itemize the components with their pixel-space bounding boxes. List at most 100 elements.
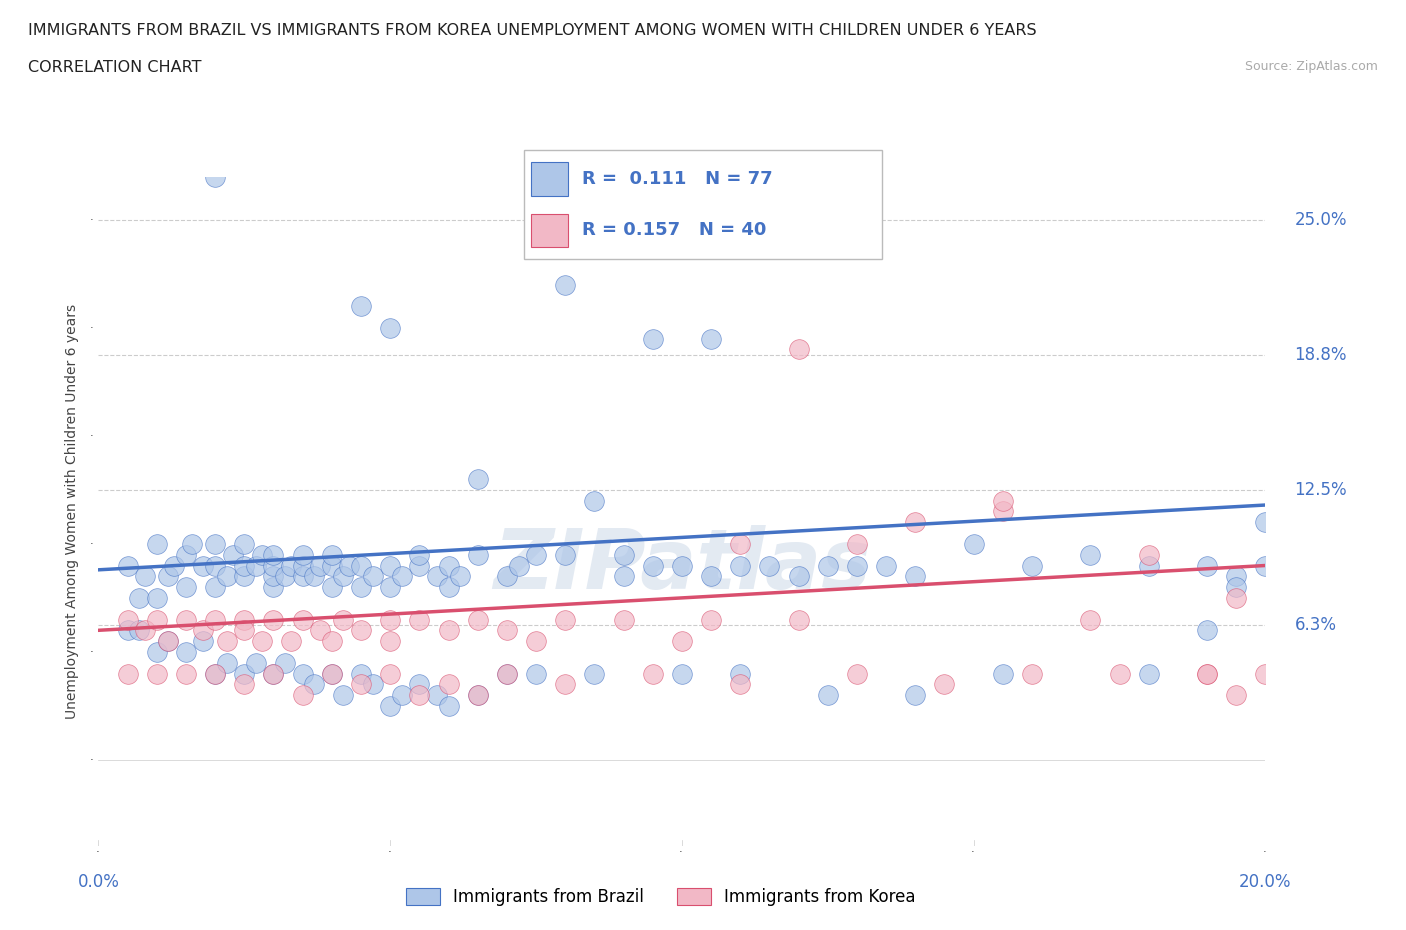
Point: [728, 537, 751, 551]
Point: [437, 698, 460, 713]
Point: [291, 569, 314, 584]
Point: [467, 547, 489, 562]
Point: [554, 277, 576, 292]
Point: [1254, 515, 1277, 530]
Point: [193, 633, 215, 648]
Point: [467, 687, 489, 702]
FancyBboxPatch shape: [531, 162, 568, 195]
Point: [350, 677, 373, 692]
Point: [350, 666, 373, 681]
Point: [467, 687, 489, 702]
Point: [262, 569, 284, 584]
Point: [1137, 558, 1160, 573]
Y-axis label: Unemployment Among Women with Children Under 6 years: Unemployment Among Women with Children U…: [65, 304, 79, 719]
Point: [291, 547, 314, 562]
Point: [174, 612, 197, 627]
Point: [262, 558, 284, 573]
Point: [174, 579, 197, 594]
Point: [350, 558, 373, 573]
Text: 12.5%: 12.5%: [1295, 481, 1347, 498]
Point: [641, 666, 664, 681]
Point: [1195, 623, 1218, 638]
Point: [215, 656, 238, 671]
Point: [128, 591, 150, 605]
Point: [262, 579, 284, 594]
Point: [495, 666, 517, 681]
Point: [221, 547, 243, 562]
Point: [117, 623, 139, 638]
Point: [1225, 687, 1247, 702]
Point: [245, 656, 267, 671]
Text: CORRELATION CHART: CORRELATION CHART: [28, 60, 201, 75]
Point: [641, 558, 664, 573]
Point: [524, 666, 547, 681]
Point: [280, 558, 302, 573]
Point: [245, 558, 267, 573]
Point: [845, 558, 868, 573]
Point: [495, 666, 517, 681]
Point: [700, 612, 723, 627]
Point: [350, 623, 373, 638]
Point: [163, 558, 186, 573]
Point: [728, 677, 751, 692]
Point: [233, 558, 256, 573]
Point: [146, 537, 169, 551]
Point: [378, 698, 402, 713]
Point: [378, 633, 402, 648]
Point: [962, 537, 984, 551]
Point: [437, 623, 460, 638]
Point: [204, 666, 226, 681]
Point: [787, 569, 810, 584]
Point: [262, 666, 284, 681]
Point: [524, 547, 547, 562]
Point: [612, 547, 634, 562]
Point: [233, 677, 256, 692]
Point: [174, 666, 197, 681]
Point: [321, 666, 343, 681]
Point: [612, 569, 634, 584]
FancyBboxPatch shape: [524, 150, 882, 259]
Point: [449, 569, 471, 584]
Point: [467, 612, 489, 627]
Point: [1225, 591, 1247, 605]
Point: [321, 633, 343, 648]
Point: [233, 612, 256, 627]
Text: 25.0%: 25.0%: [1295, 211, 1347, 229]
Point: [1195, 666, 1218, 681]
Point: [1254, 558, 1277, 573]
Legend: Immigrants from Brazil, Immigrants from Korea: Immigrants from Brazil, Immigrants from …: [399, 881, 922, 912]
Point: [378, 558, 402, 573]
Text: 18.8%: 18.8%: [1295, 346, 1347, 364]
Point: [193, 623, 215, 638]
Text: IMMIGRANTS FROM BRAZIL VS IMMIGRANTS FROM KOREA UNEMPLOYMENT AMONG WOMEN WITH CH: IMMIGRANTS FROM BRAZIL VS IMMIGRANTS FRO…: [28, 23, 1036, 38]
Point: [1225, 579, 1247, 594]
Point: [612, 612, 634, 627]
Point: [378, 666, 402, 681]
Point: [280, 633, 302, 648]
Point: [758, 558, 780, 573]
Point: [583, 493, 606, 508]
Point: [378, 579, 402, 594]
Point: [332, 612, 354, 627]
Point: [117, 666, 139, 681]
Point: [437, 677, 460, 692]
Point: [671, 666, 693, 681]
Point: [350, 299, 373, 313]
Point: [157, 633, 180, 648]
Point: [904, 687, 927, 702]
Point: [700, 569, 723, 584]
Point: [204, 612, 226, 627]
Point: [408, 612, 430, 627]
Point: [991, 504, 1014, 519]
Point: [524, 633, 547, 648]
Point: [262, 547, 284, 562]
Text: Source: ZipAtlas.com: Source: ZipAtlas.com: [1244, 60, 1378, 73]
Point: [554, 547, 576, 562]
FancyBboxPatch shape: [531, 214, 568, 247]
Point: [934, 677, 956, 692]
Text: ZIPatlas: ZIPatlas: [494, 525, 870, 605]
Point: [309, 623, 332, 638]
Point: [134, 569, 156, 584]
Point: [1080, 547, 1102, 562]
Point: [583, 666, 606, 681]
